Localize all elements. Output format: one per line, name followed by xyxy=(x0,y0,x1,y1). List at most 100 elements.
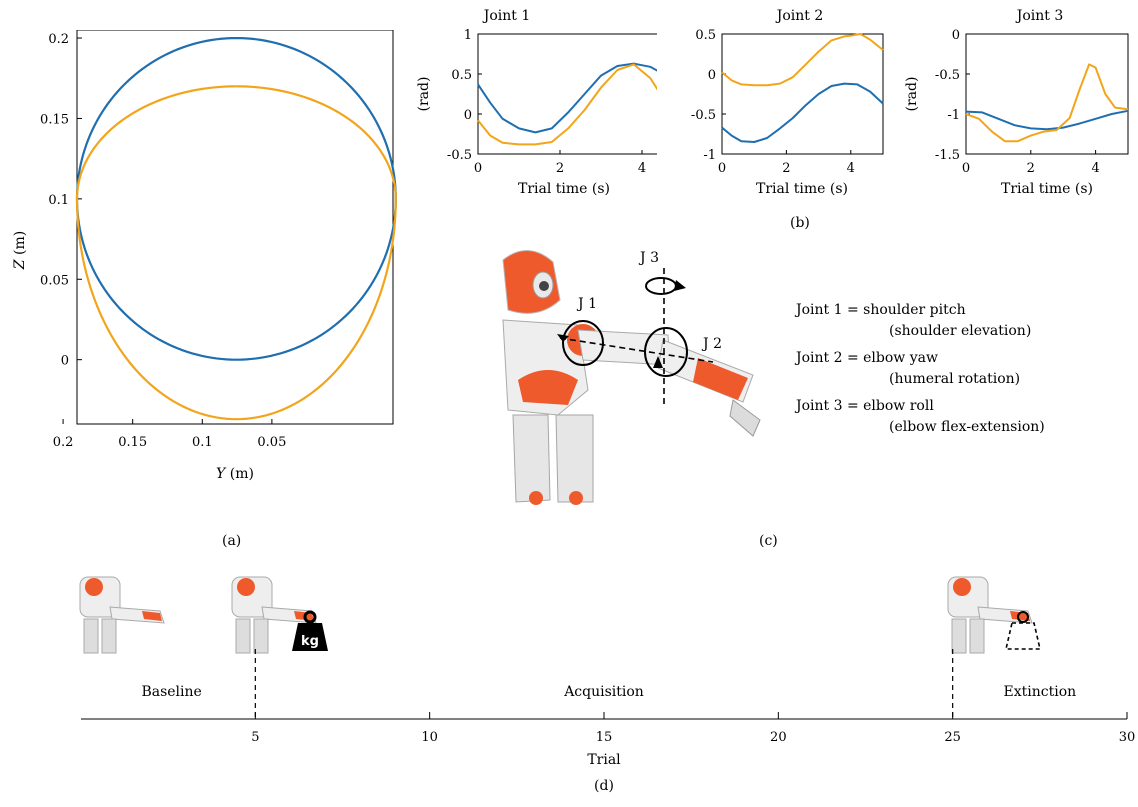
x-tick-label-b1: 4 xyxy=(638,161,646,176)
robot-hand xyxy=(729,399,761,437)
joint-1-rotation-icon xyxy=(562,320,604,366)
b1-orange-line xyxy=(477,63,657,146)
joint-label-j2: J 2 xyxy=(701,336,722,352)
x-tick-label-b2: 4 xyxy=(847,161,855,176)
y-tick-label-b3: 0 xyxy=(952,28,960,43)
trajectory-orange-line xyxy=(75,85,397,421)
robot-figure-acquisition xyxy=(231,576,317,654)
x-tick-label-d: 15 xyxy=(596,730,613,745)
trajectory-chart: 0.2 0.15 0.1 0.05 0 0.05 0.1 0.15 0.2 Y (m) Z (m… xyxy=(12,30,397,482)
plot-area-b1 xyxy=(477,33,657,155)
x-tick-label-d: 5 xyxy=(251,730,259,745)
protocol-timeline: kg 5 10 15 20 25 30 Baseline Acquisition Extinct… xyxy=(79,576,1136,794)
chart-title-b1: Joint 1 xyxy=(482,8,531,24)
panel-label-c: (c) xyxy=(759,533,778,549)
joint-2-axis xyxy=(559,337,714,363)
x-tick-label-d: 20 xyxy=(770,730,787,745)
weight-icon: kg xyxy=(292,610,328,651)
joint-legend: Joint 1 = shoulder pitch (shoulder eleva… xyxy=(796,300,1045,438)
y-tick-label-b2: 0.5 xyxy=(695,28,716,43)
b2-orange-line xyxy=(721,33,884,87)
x-axis-label-b2: Trial time (s) xyxy=(756,181,848,197)
y-axis-label-b1: (rad) xyxy=(416,77,432,112)
plot-area-a xyxy=(76,30,394,425)
x-tick-label-b2: 2 xyxy=(782,161,790,176)
y-tick-label-b1: 0 xyxy=(464,108,472,123)
y-tick-label-b2: 0 xyxy=(708,68,716,83)
y-tick-label-a: 0 xyxy=(61,354,69,369)
x-tick-label-a: 0.05 xyxy=(257,435,286,450)
robot-leg-right xyxy=(555,414,594,503)
legend-joint-1: Joint 1 = shoulder pitch xyxy=(796,302,966,318)
chart-title-b3: Joint 3 xyxy=(1015,8,1064,24)
y-tick-label-b3: -1.5 xyxy=(935,148,960,163)
plot-area-b3 xyxy=(965,33,1129,155)
x-axis-label-b3: Trial time (s) xyxy=(1001,181,1093,197)
joint-label-j3: J 3 xyxy=(638,250,659,266)
panel-label-a: (a) xyxy=(222,533,242,549)
weight-icon-label: kg xyxy=(301,634,319,649)
x-tick-label-b3: 0 xyxy=(962,161,970,176)
x-axis-label-d: Trial xyxy=(587,752,621,768)
y-tick-label-b3: -1 xyxy=(947,108,960,123)
y-tick-label-b1: 1 xyxy=(464,28,472,43)
legend-joint-2: Joint 2 = elbow yaw xyxy=(796,350,938,366)
joint-3-chart: Joint 3 0 2 4 -1.5 -1 -0.5 0 Trial time (s) (r… xyxy=(904,8,1129,197)
b2-blue-line xyxy=(721,82,884,143)
phase-label: Acquisition xyxy=(563,684,644,700)
robot-illustration xyxy=(502,250,761,505)
chart-title-b2: Joint 2 xyxy=(775,8,824,24)
phase-label: Extinction xyxy=(1004,684,1077,700)
b1-blue-line xyxy=(477,62,657,134)
panel-label-d: (d) xyxy=(594,778,614,794)
legend-joint-3-desc: (elbow flex-extension) xyxy=(889,419,1045,435)
x-tick-label-a: 0.1 xyxy=(192,435,213,450)
y-tick-label-a: 0.15 xyxy=(40,112,69,127)
y-tick-label-b3: -0.5 xyxy=(935,68,960,83)
x-tick-label-a: 0.15 xyxy=(118,435,147,450)
robot-chest-plate xyxy=(518,370,578,405)
robot-foot-right xyxy=(569,491,583,505)
x-tick-label-d: 25 xyxy=(944,730,961,745)
y-tick-label-b2: -1 xyxy=(703,148,716,163)
y-axis-label-b3: (rad) xyxy=(904,77,920,112)
legend-joint-2-desc: (humeral rotation) xyxy=(889,371,1021,387)
b3-blue-line xyxy=(965,109,1129,131)
y-axis-label-a: Z (m) xyxy=(12,231,28,270)
phase-label: Baseline xyxy=(141,684,201,700)
x-tick-label-b2: 0 xyxy=(718,161,726,176)
x-tick-label-d: 10 xyxy=(421,730,438,745)
robot-foot-left xyxy=(529,491,543,505)
robot-leg-left xyxy=(512,414,551,503)
plot-area-b2 xyxy=(721,33,884,155)
joint-2-arrow-icon xyxy=(653,356,663,368)
joint-1-arrow-icon xyxy=(557,334,569,342)
y-tick-label-a: 0.1 xyxy=(48,193,69,208)
x-tick-label-b1: 2 xyxy=(556,161,564,176)
b3-orange-line xyxy=(965,63,1129,143)
robot-figure-baseline xyxy=(79,576,165,654)
y-tick-label-a: 0.2 xyxy=(48,32,69,47)
y-tick-label-b1: 0.5 xyxy=(451,68,472,83)
legend-joint-3: Joint 3 = elbow roll xyxy=(796,398,934,414)
robot-eye-pupil xyxy=(539,281,549,291)
joint-1-chart: Joint 1 0 2 4-0.500.51 Trial time (s) (rad… xyxy=(416,8,657,197)
x-axis-label-a: Y (m) xyxy=(216,466,254,482)
panel-label-b: (b) xyxy=(790,215,810,231)
robot-forearm-shell xyxy=(693,358,748,400)
x-tick-label-b1: 0 xyxy=(474,161,482,176)
x-tick-label-b3: 4 xyxy=(1091,161,1099,176)
joint-2-chart: Joint 2 0 2 4 -1 -0.5 0 0.5 Trial time (s) xyxy=(691,8,884,197)
joint-label-j1: J 1 xyxy=(576,296,597,312)
x-tick-label-b3: 2 xyxy=(1027,161,1035,176)
y-tick-label-a: 0.05 xyxy=(40,273,69,288)
robot-arm-diagram: J 1 J 2 J 3 xyxy=(502,250,761,505)
legend-joint-1-desc: (shoulder elevation) xyxy=(889,323,1032,339)
removed-weight-icon xyxy=(1004,611,1042,650)
joint-2-rotation-icon xyxy=(644,327,688,377)
x-axis-label-b1: Trial time (s) xyxy=(518,181,610,197)
x-tick-label-a: 0.2 xyxy=(53,435,74,450)
y-tick-label-b2: -0.5 xyxy=(691,108,716,123)
x-tick-label-d: 30 xyxy=(1119,730,1136,745)
joint-3-rotation-icon xyxy=(645,277,677,295)
